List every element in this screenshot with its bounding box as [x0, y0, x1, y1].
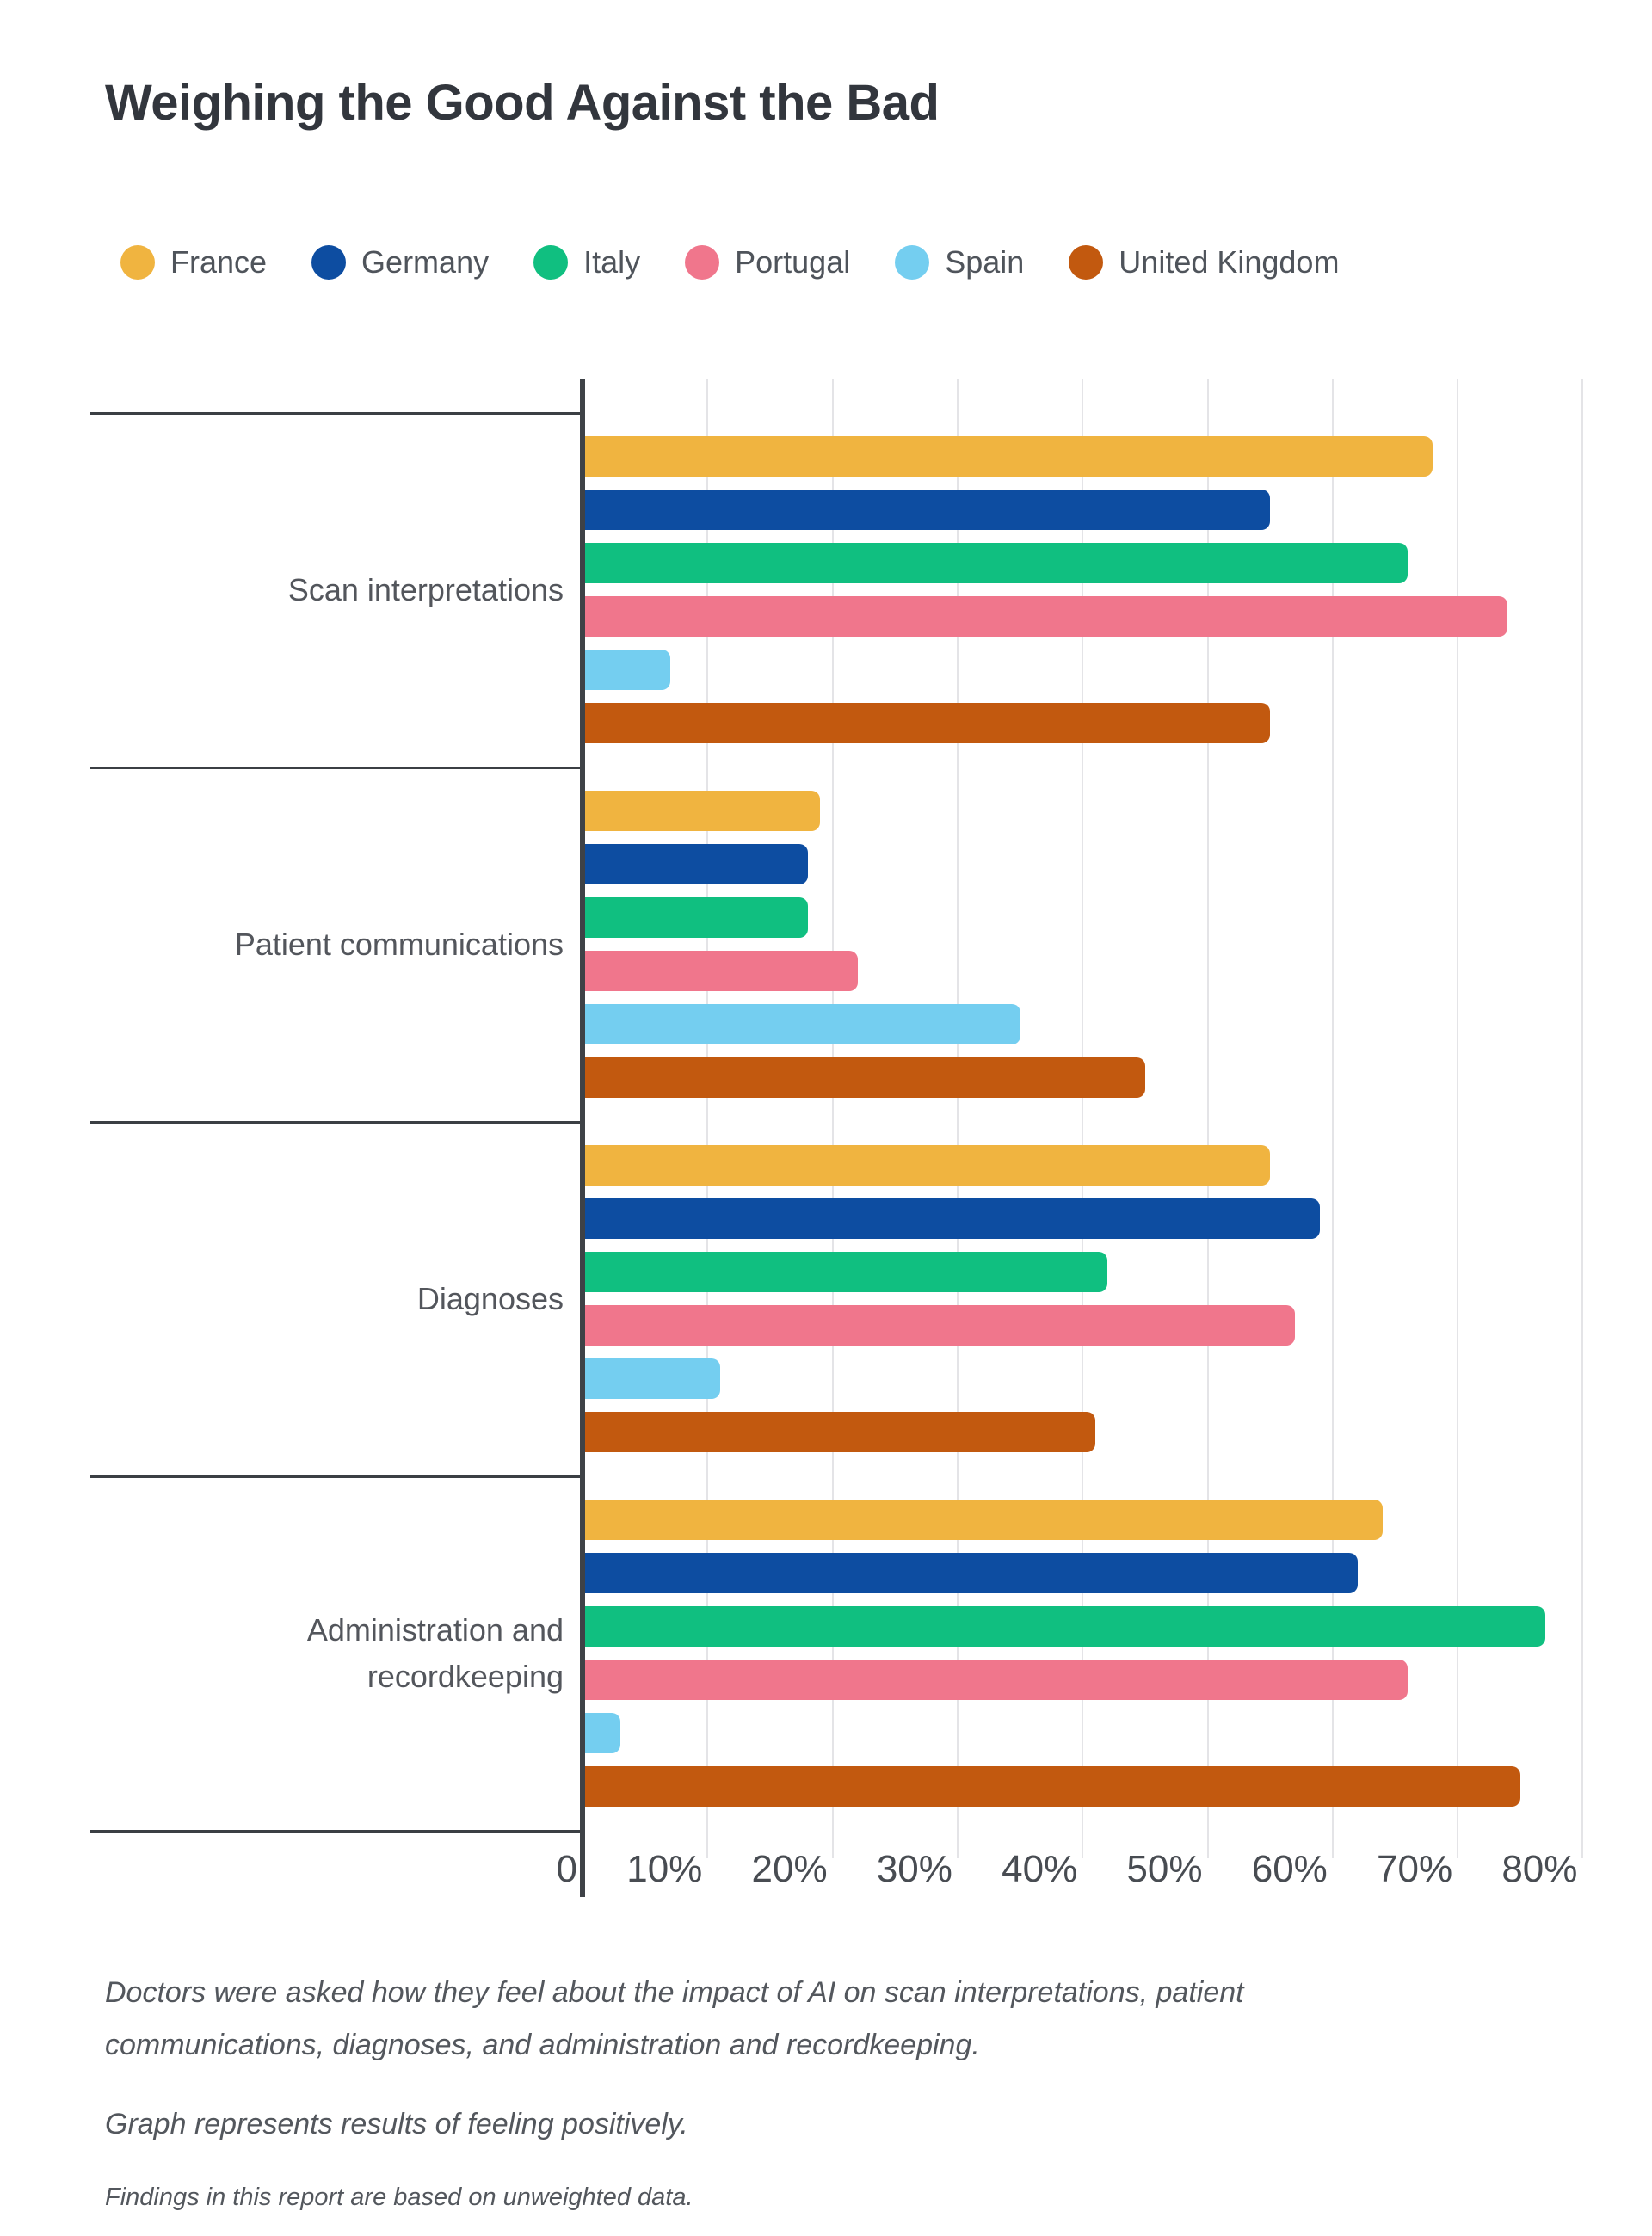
- legend-item-united-kingdom: United Kingdom: [1069, 244, 1339, 280]
- category-divider: [90, 412, 585, 415]
- legend-item-portugal: Portugal: [685, 244, 850, 280]
- legend-label: France: [170, 244, 268, 280]
- legend-swatch-portugal: [685, 245, 720, 280]
- bar-france-patient-communications: [583, 791, 821, 831]
- bar-portugal-scan-interpretations: [583, 596, 1508, 637]
- y-axis-line: [580, 379, 585, 1897]
- x-tick-label-0: 0: [556, 1848, 577, 1890]
- bar-germany-patient-communications: [583, 844, 808, 884]
- legend: France Germany Italy Portugal Spain United Ki…: [120, 244, 1339, 280]
- footnote-unweighted: Findings in this report are based on unw…: [105, 2184, 693, 2211]
- x-tick-label-40: 40%: [1002, 1848, 1078, 1890]
- x-tick-label-80: 80%: [1501, 1848, 1578, 1890]
- legend-label: Portugal: [735, 244, 851, 280]
- gridline-60: [1331, 379, 1334, 1858]
- bar-france-scan-interpretations: [583, 436, 1433, 477]
- bar-germany-administration-and-recordkeeping: [583, 1553, 1358, 1593]
- category-label: Patient communications: [234, 927, 564, 962]
- legend-swatch-germany: [311, 245, 347, 280]
- legend-item-france: France: [120, 244, 267, 280]
- gridline-30: [956, 379, 959, 1858]
- bar-italy-patient-communications: [583, 897, 808, 938]
- bar-portugal-diagnoses: [583, 1305, 1296, 1346]
- gridline-10: [706, 379, 709, 1858]
- legend-swatch-france: [120, 245, 155, 280]
- legend-label: Germany: [361, 244, 490, 280]
- legend-item-germany: Germany: [311, 244, 489, 280]
- chart-title: Weighing the Good Against the Bad: [105, 75, 940, 131]
- category-row-diagnoses: Diagnoses: [99, 1122, 564, 1476]
- legend-item-italy: Italy: [533, 244, 640, 280]
- bar-france-administration-and-recordkeeping: [583, 1500, 1383, 1540]
- bar-united-kingdom-scan-interpretations: [583, 703, 1271, 743]
- bar-portugal-administration-and-recordkeeping: [583, 1660, 1408, 1700]
- legend-swatch-italy: [533, 245, 569, 280]
- bar-united-kingdom-patient-communications: [583, 1057, 1145, 1098]
- category-divider: [90, 767, 585, 769]
- legend-label: Italy: [583, 244, 641, 280]
- bar-portugal-patient-communications: [583, 951, 858, 991]
- x-tick-label-70: 70%: [1377, 1848, 1453, 1890]
- bar-spain-patient-communications: [583, 1004, 1020, 1044]
- legend-label: United Kingdom: [1119, 244, 1340, 280]
- category-divider: [90, 1475, 585, 1478]
- category-divider: [90, 1830, 585, 1833]
- footnote-methodology: Doctors were asked how they feel about t…: [105, 1976, 1244, 2062]
- category-label: Administration and recordkeeping: [306, 1612, 564, 1694]
- bar-italy-diagnoses: [583, 1252, 1108, 1292]
- legend-swatch-united-kingdom: [1069, 245, 1104, 280]
- bar-italy-scan-interpretations: [583, 543, 1408, 583]
- gridline-40: [1082, 379, 1084, 1858]
- gridline-80: [1581, 379, 1584, 1858]
- x-tick-label-10: 10%: [626, 1848, 703, 1890]
- gridline-50: [1206, 379, 1209, 1858]
- category-row-scan-interpretations: Scan interpretations: [99, 413, 564, 767]
- legend-swatch-spain: [895, 245, 930, 280]
- bar-spain-administration-and-recordkeeping: [583, 1713, 620, 1753]
- category-row-administration-and-recordkeeping: Administration and recordkeeping: [99, 1476, 564, 1831]
- category-divider: [90, 1121, 585, 1124]
- bar-italy-administration-and-recordkeeping: [583, 1606, 1545, 1647]
- bar-spain-diagnoses: [583, 1358, 720, 1399]
- legend-item-spain: Spain: [895, 244, 1024, 280]
- gridline-20: [831, 379, 834, 1858]
- x-tick-label-60: 60%: [1251, 1848, 1328, 1890]
- bar-united-kingdom-administration-and-recordkeeping: [583, 1766, 1520, 1807]
- bar-germany-diagnoses: [583, 1198, 1321, 1239]
- gridline-70: [1457, 379, 1459, 1858]
- category-label: Diagnoses: [416, 1281, 564, 1316]
- category-row-patient-communications: Patient communications: [99, 767, 564, 1122]
- bar-germany-scan-interpretations: [583, 490, 1271, 530]
- bar-spain-scan-interpretations: [583, 650, 670, 690]
- bar-united-kingdom-diagnoses: [583, 1412, 1095, 1452]
- x-tick-label-30: 30%: [876, 1848, 952, 1890]
- category-label: Scan interpretations: [287, 572, 564, 607]
- x-tick-label-50: 50%: [1126, 1848, 1203, 1890]
- legend-label: Spain: [945, 244, 1025, 280]
- bar-france-diagnoses: [583, 1145, 1271, 1186]
- x-tick-label-20: 20%: [751, 1848, 828, 1890]
- footnote-positive: Graph represents results of feeling posi…: [105, 2108, 688, 2141]
